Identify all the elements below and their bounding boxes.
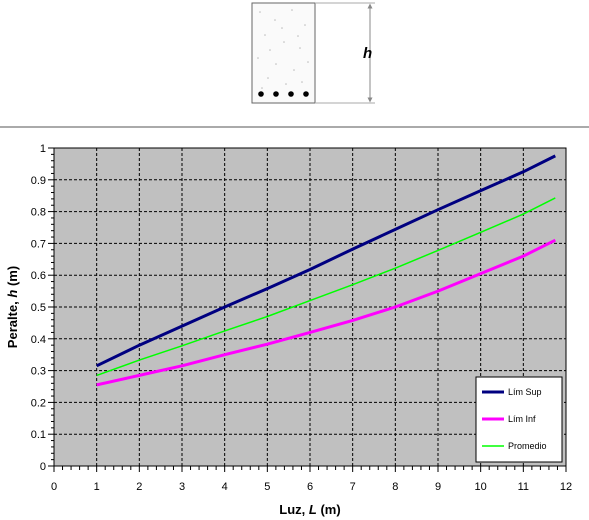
- x-tick-label: 5: [264, 481, 270, 493]
- legend-label-lim-inf: Lím Inf: [508, 414, 536, 424]
- rebar-bars: [258, 91, 309, 97]
- y-tick-label: 0.5: [31, 302, 46, 314]
- x-tick-label: 3: [179, 481, 185, 493]
- concrete-texture: [257, 9, 309, 89]
- y-tick-label: 0.3: [31, 366, 46, 378]
- series-lines: [96, 154, 556, 387]
- y-tick-label: 0.2: [31, 397, 46, 409]
- beam-section: [251, 2, 316, 104]
- rebar: [303, 91, 309, 97]
- dimension-label: h: [363, 45, 372, 62]
- x-tick-label: 11: [518, 481, 529, 493]
- beam-section-diagram: h: [251, 2, 375, 104]
- x-axis-title: Luz, L (m): [279, 502, 340, 517]
- x-tick-labels: 0 1 2 3 4 5 6 7 8 9 10 11 12: [51, 481, 572, 493]
- x-tick-label: 4: [222, 481, 228, 493]
- x-tick-label: 8: [392, 481, 398, 493]
- rebar: [288, 91, 294, 97]
- rebar: [273, 91, 279, 97]
- x-tick-label: 1: [94, 481, 100, 493]
- y-tick-labels: 0 0.1 0.2 0.3 0.4 0.5 0.6 0.7 0.8 0.9 1: [31, 143, 46, 473]
- rebar: [258, 91, 264, 97]
- y-tick-label: 0: [40, 461, 46, 473]
- legend: Lím Sup Lím Inf Promedio: [475, 376, 563, 463]
- x-tick-label: 0: [51, 481, 57, 493]
- y-tick-label: 1: [40, 143, 46, 155]
- x-tick-label: 10: [475, 481, 487, 493]
- grid: [54, 148, 566, 466]
- x-tick-label: 2: [136, 481, 142, 493]
- x-tick-label: 6: [307, 481, 313, 493]
- chart: 0 1 2 3 4 5 6 7 8 9 10 11 12 00.10.20.30.40.50.60.70…: [5, 143, 572, 517]
- series-line-lim-inf: [96, 238, 556, 387]
- y-axis-title: Peralte, h (m): [5, 266, 20, 348]
- x-tick-label: 9: [435, 481, 441, 493]
- y-tick-label: 0.1: [31, 429, 46, 441]
- legend-label-promedio: Promedio: [508, 441, 547, 451]
- y-tick-label: 0.4: [31, 334, 46, 346]
- x-tick-label: 12: [560, 481, 572, 493]
- legend-label-lim-sup: Lím Sup: [508, 387, 542, 397]
- x-tick-label: 7: [350, 481, 356, 493]
- y-tick-label: 0.7: [31, 238, 46, 250]
- series-line-promedio: [96, 197, 556, 377]
- y-tick-label: 0.8: [31, 207, 46, 219]
- series-line-lim-sup: [96, 154, 556, 368]
- y-tick-label: 0.6: [31, 270, 46, 282]
- y-tick-label: 0.9: [31, 175, 46, 187]
- plot-border: [53, 147, 567, 467]
